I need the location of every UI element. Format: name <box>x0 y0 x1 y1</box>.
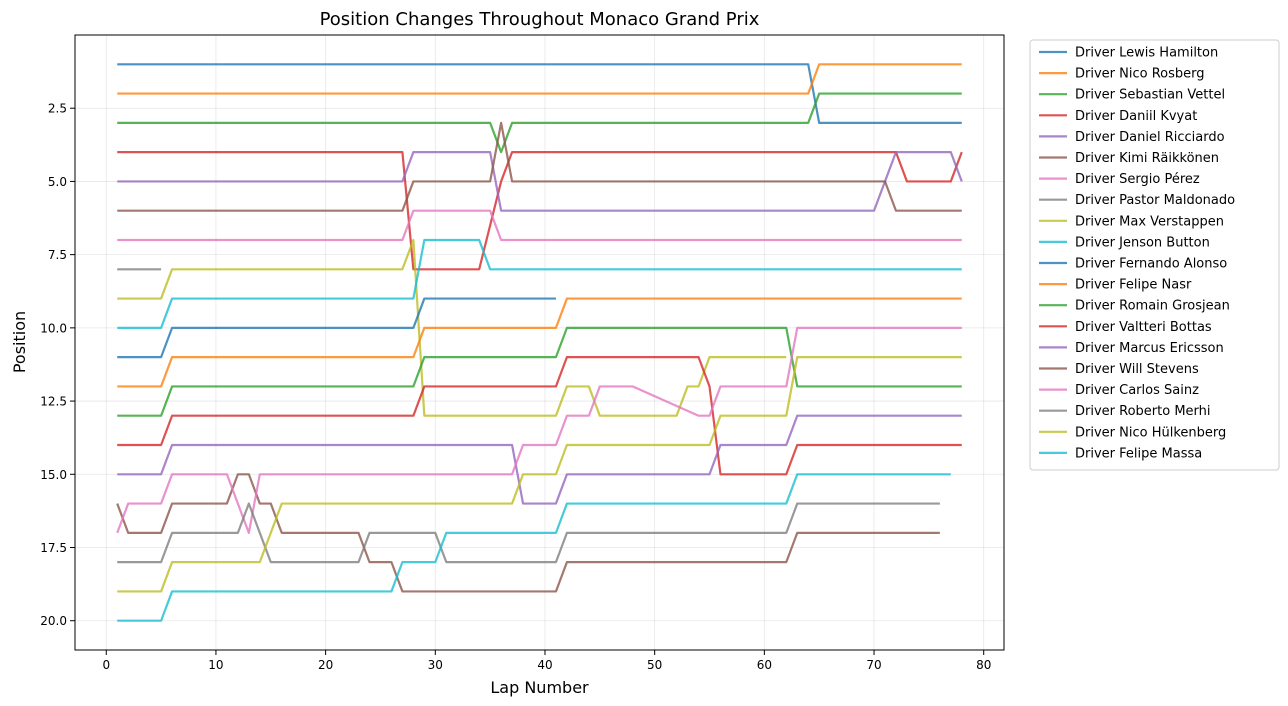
series-line <box>117 297 962 388</box>
series-line <box>117 63 962 124</box>
x-tick-label: 70 <box>866 658 881 672</box>
x-tick-label: 60 <box>757 658 772 672</box>
x-axis-label: Lap Number <box>490 678 589 697</box>
y-tick-label: 7.5 <box>48 248 67 262</box>
x-tick-label: 80 <box>976 658 991 672</box>
series-line <box>117 151 963 271</box>
legend-label: Driver Pastor Maldonado <box>1075 193 1235 208</box>
x-tick-label: 50 <box>647 658 662 672</box>
series-line <box>117 502 940 564</box>
series-line <box>117 209 962 242</box>
x-tick-label: 40 <box>537 658 552 672</box>
y-ticks: 2.5 5.0 7.5 10.0 12.5 15.0 17.5 20.0 <box>40 102 75 628</box>
legend-label: Driver Felipe Massa <box>1075 446 1202 461</box>
legend-label: Driver Daniil Kvyat <box>1075 109 1197 124</box>
legend-label: Driver Will Stevens <box>1075 362 1199 377</box>
series-line <box>117 238 787 417</box>
x-tick-label: 20 <box>318 658 333 672</box>
legend-label: Driver Nico Hülkenberg <box>1075 425 1226 440</box>
legend: Driver Lewis Hamilton Driver Nico Rosberg… <box>1029 39 1280 471</box>
legend-label: Driver Carlos Sainz <box>1075 383 1199 398</box>
y-tick-label: 12.5 <box>40 395 67 409</box>
series-line <box>117 92 962 154</box>
x-tick-label: 10 <box>208 658 223 672</box>
series-line <box>117 356 962 476</box>
y-tick-label: 2.5 <box>48 102 67 116</box>
y-tick-label: 20.0 <box>40 614 67 628</box>
legend-label: Driver Felipe Nasr <box>1075 278 1192 293</box>
legend-label: Driver Nico Rosberg <box>1075 67 1205 82</box>
legend-label: Driver Fernando Alonso <box>1075 257 1227 272</box>
legend-label: Driver Valtteri Bottas <box>1075 320 1212 335</box>
y-axis-label: Position <box>10 311 29 373</box>
series-line <box>116 326 962 534</box>
legend-label: Driver Sebastian Vettel <box>1075 88 1225 103</box>
legend-label: Driver Daniel Ricciardo <box>1075 130 1225 145</box>
legend-label: Driver Sergio Pérez <box>1075 172 1200 187</box>
series-lines <box>116 63 963 622</box>
series-line <box>117 63 962 95</box>
legend-label: Driver Roberto Merhi <box>1075 404 1211 419</box>
y-tick-label: 17.5 <box>40 541 67 555</box>
series-line <box>117 356 962 593</box>
y-tick-label: 10.0 <box>40 321 67 335</box>
legend-box <box>1029 39 1280 471</box>
legend-label: Driver Lewis Hamilton <box>1075 46 1218 61</box>
legend-label: Driver Max Verstappen <box>1075 214 1224 229</box>
legend-label: Driver Romain Grosjean <box>1075 299 1230 314</box>
x-tick-label: 0 <box>102 658 110 672</box>
series-line <box>116 473 940 593</box>
series-line <box>117 297 556 359</box>
y-tick-label: 5.0 <box>48 175 67 189</box>
series-line <box>117 414 962 505</box>
legend-label: Driver Kimi Räikkönen <box>1075 151 1219 166</box>
legend-label: Driver Jenson Button <box>1075 235 1210 250</box>
series-line <box>117 121 962 212</box>
x-ticks: 0 10 20 30 40 50 60 70 80 <box>102 650 991 672</box>
y-tick-label: 15.0 <box>40 468 67 482</box>
chart-title: Position Changes Throughout Monaco Grand… <box>320 9 760 30</box>
plot-frame <box>74 34 1005 651</box>
legend-label: Driver Marcus Ericsson <box>1075 341 1224 356</box>
series-line <box>117 473 951 622</box>
series-line <box>117 151 963 212</box>
series-line <box>117 238 962 329</box>
x-tick-label: 30 <box>428 658 443 672</box>
